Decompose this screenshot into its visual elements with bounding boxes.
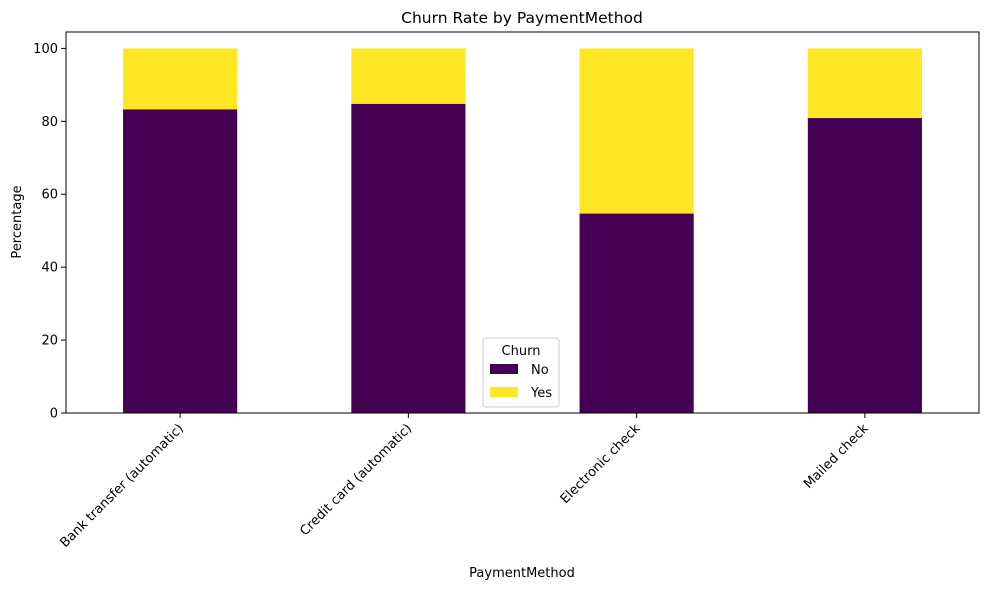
y-axis: 0 20 40 60 80 100 xyxy=(33,42,66,422)
bar-bank-transfer-automatic-no xyxy=(123,109,238,413)
bar-electronic-check-no xyxy=(579,213,694,413)
legend: Churn No Yes xyxy=(482,337,560,408)
y-axis-label: Percentage xyxy=(10,185,25,258)
chart-title: Churn Rate by PaymentMethod xyxy=(401,9,643,27)
legend-swatch-no xyxy=(490,364,518,374)
bar-credit-card-automatic-no xyxy=(351,103,466,413)
bars-layer xyxy=(123,48,922,413)
y-tick-label: 0 xyxy=(50,407,58,422)
x-tick-label-mailed-check: Mailed check xyxy=(801,421,872,492)
legend-title: Churn xyxy=(502,344,541,359)
bar-mailed-check-no xyxy=(807,118,922,413)
y-tick-label: 60 xyxy=(41,188,58,203)
legend-label-yes: Yes xyxy=(530,386,552,401)
legend-label-no: No xyxy=(531,363,549,378)
plot-frame xyxy=(65,31,980,414)
bar-bank-transfer-automatic-yes xyxy=(123,48,238,110)
y-tick-label: 80 xyxy=(41,115,58,130)
x-tick-label-bank-transfer-automatic: Bank transfer (automatic) xyxy=(57,421,187,551)
x-axis: Bank transfer (automatic) Credit card (au… xyxy=(57,413,872,551)
y-tick-label: 100 xyxy=(33,42,58,57)
bar-mailed-check-yes xyxy=(807,48,922,119)
y-tick-label: 40 xyxy=(41,261,58,276)
x-tick-label-credit-card-automatic: Credit card (automatic) xyxy=(297,421,415,539)
bar-electronic-check-yes xyxy=(579,48,694,214)
y-tick-label: 20 xyxy=(41,334,58,349)
legend-swatch-yes xyxy=(490,387,518,397)
bar-credit-card-automatic-yes xyxy=(351,48,466,104)
x-tick-label-electronic-check: Electronic check xyxy=(558,421,644,507)
x-axis-label: PaymentMethod xyxy=(469,566,575,581)
